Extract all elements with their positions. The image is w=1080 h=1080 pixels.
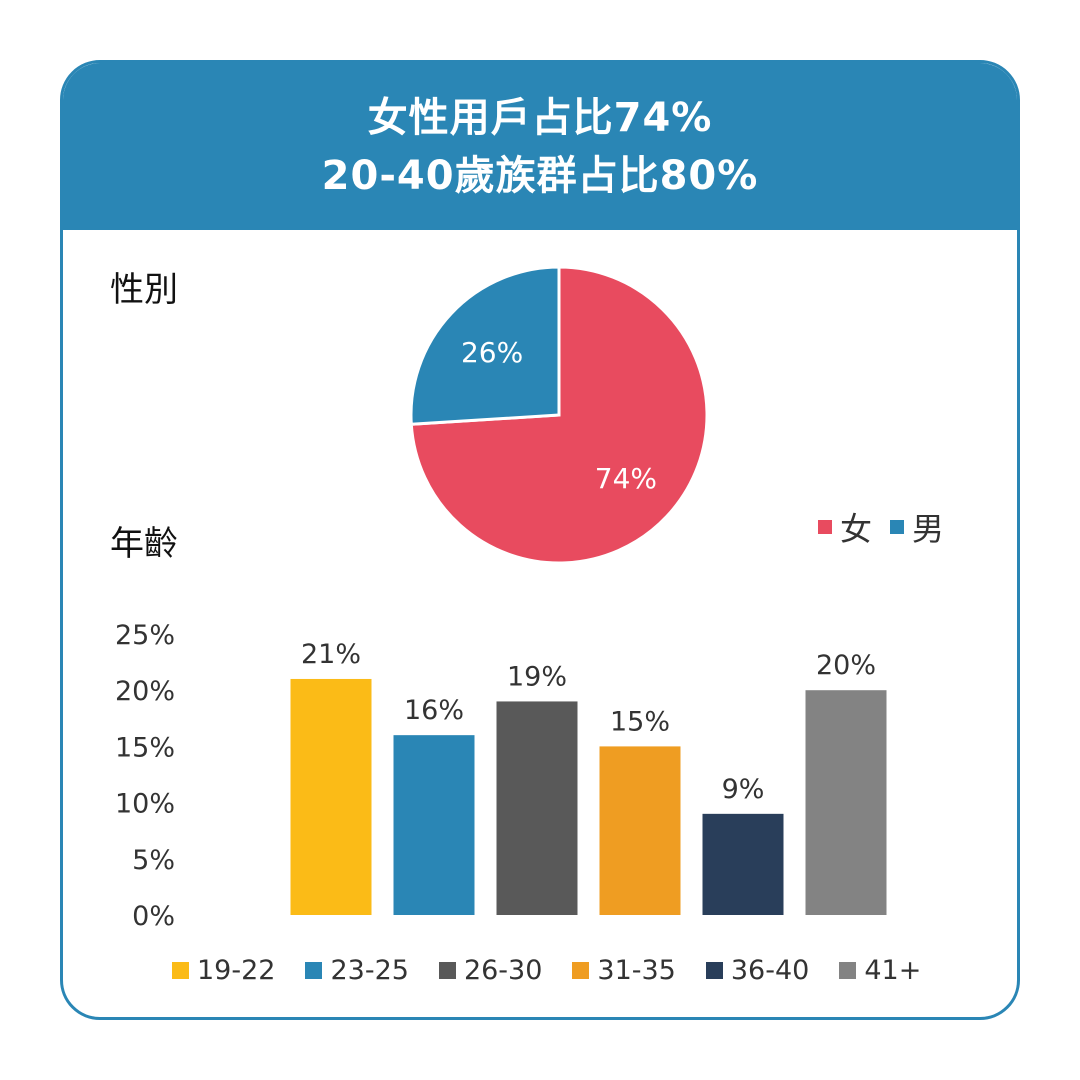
pie-slice-label: 74% bbox=[595, 462, 657, 495]
age-bar-23-25 bbox=[393, 735, 475, 915]
age-bar-19-22 bbox=[290, 678, 372, 915]
headline-age-share: 20-40歲族群占比80% bbox=[321, 152, 759, 199]
bar-value-label: 16% bbox=[404, 695, 464, 726]
age-legend-item: 26-30 bbox=[438, 955, 543, 986]
age-legend-item: 41+ bbox=[839, 955, 921, 986]
legend-swatch bbox=[438, 962, 456, 979]
legend-label: 36-40 bbox=[730, 955, 810, 986]
age-bar-41+ bbox=[805, 690, 887, 915]
legend-label: 31-35 bbox=[597, 955, 676, 986]
y-tick-label: 10% bbox=[115, 789, 175, 820]
age-section-label: 年齡 bbox=[110, 524, 178, 564]
legend-label: 41+ bbox=[864, 955, 922, 986]
y-tick-label: 20% bbox=[115, 676, 175, 707]
y-tick-label: 5% bbox=[132, 845, 175, 876]
legend-label: 19-22 bbox=[197, 955, 276, 986]
age-legend-item: 23-25 bbox=[305, 955, 409, 986]
legend-swatch bbox=[890, 520, 905, 534]
age-bar-31-35 bbox=[599, 746, 681, 915]
header-banner: 女性用戶占比74% 20-40歲族群占比80% bbox=[63, 63, 1017, 230]
gender-section-label: 性別 bbox=[110, 270, 178, 310]
bar-value-label: 15% bbox=[610, 706, 670, 737]
age-legend-item: 19-22 bbox=[172, 955, 275, 986]
legend-swatch bbox=[705, 962, 723, 979]
legend-swatch bbox=[305, 962, 323, 979]
legend-label: 男 bbox=[912, 510, 945, 548]
legend-swatch bbox=[172, 962, 189, 979]
pie-slice-label: 26% bbox=[461, 336, 523, 369]
age-bar-36-40 bbox=[702, 813, 784, 915]
y-tick-label: 25% bbox=[115, 620, 175, 651]
bar-value-label: 21% bbox=[301, 639, 361, 670]
y-tick-label: 15% bbox=[115, 732, 175, 763]
gender-legend-item: 女 bbox=[818, 504, 872, 550]
bar-value-label: 20% bbox=[816, 650, 876, 681]
age-legend: 19-22 23-25 26-30 31-35 36-40 41+ bbox=[172, 955, 951, 986]
legend-swatch bbox=[839, 962, 857, 979]
age-legend-item: 36-40 bbox=[705, 955, 810, 986]
headline-female-share: 女性用戶占比74% bbox=[367, 94, 713, 141]
age-legend-item: 31-35 bbox=[572, 955, 676, 986]
bar-value-label: 9% bbox=[722, 774, 765, 805]
pie-slice-male bbox=[409, 265, 561, 426]
age-bar-26-30 bbox=[496, 701, 578, 915]
gender-legend-item: 男 bbox=[890, 504, 944, 550]
gender-legend: 女男 bbox=[818, 504, 962, 550]
legend-label: 26-30 bbox=[463, 955, 543, 986]
y-tick-label: 0% bbox=[132, 901, 175, 932]
legend-label: 23-25 bbox=[330, 955, 409, 986]
legend-label: 女 bbox=[840, 510, 873, 548]
bar-value-label: 19% bbox=[507, 661, 567, 692]
legend-swatch bbox=[572, 962, 590, 979]
legend-swatch bbox=[818, 520, 832, 534]
